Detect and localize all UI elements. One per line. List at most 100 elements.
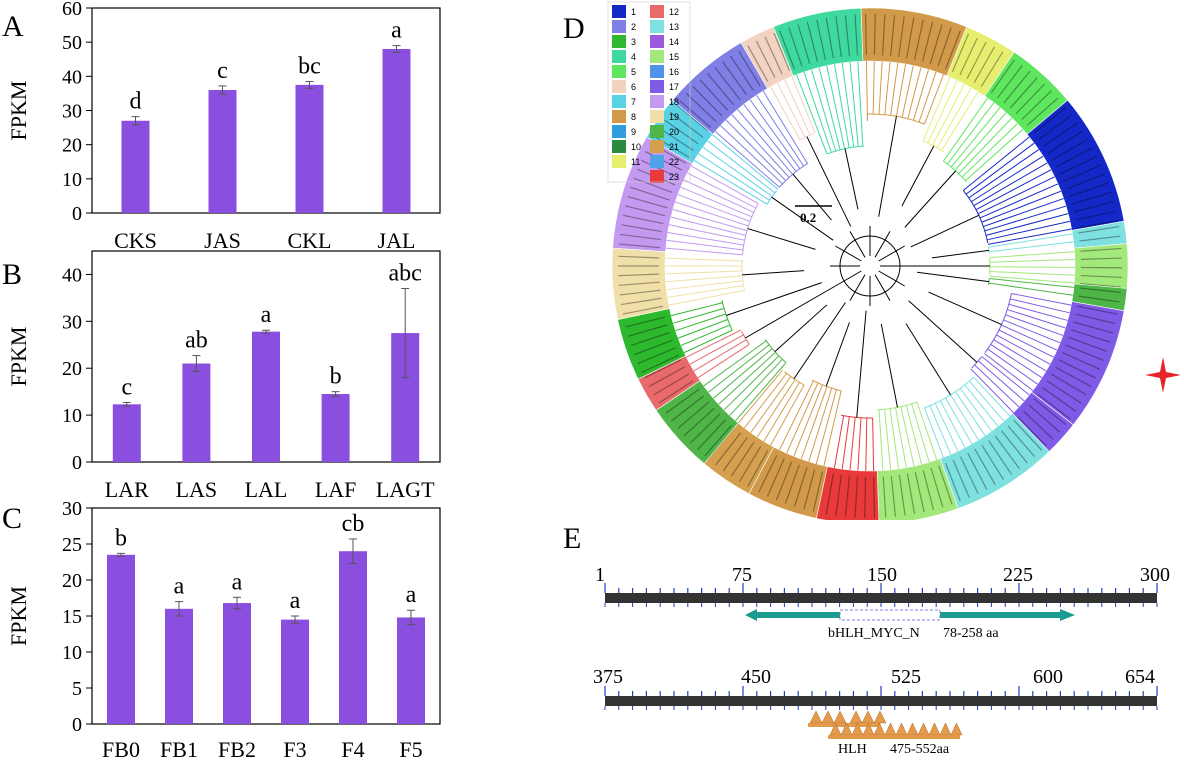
tree-branch [783, 373, 788, 378]
ruler-1-label-5: 300 [1140, 564, 1170, 586]
legend-label: 14 [669, 37, 679, 47]
bar [397, 617, 425, 724]
y-tick-label: 0 [72, 203, 82, 225]
y-tick-label: 60 [62, 0, 82, 20]
gene-label-mark [640, 159, 679, 179]
tree-branch [765, 348, 773, 355]
tree-branch [834, 147, 837, 152]
gene-label-mark [621, 224, 662, 233]
tree-branch [737, 216, 751, 222]
gene-label-mark [788, 27, 803, 67]
legend-label: 18 [669, 97, 679, 107]
tree-branch [998, 271, 1075, 276]
tree-branch [690, 165, 746, 197]
bar [165, 608, 193, 724]
tree-branch [742, 270, 805, 276]
hlh-motif-peak [939, 722, 952, 736]
tree-branch [849, 436, 854, 471]
panel-letter-a: A [2, 10, 24, 43]
gene-label-mark [784, 464, 800, 504]
tree-branch [973, 195, 991, 207]
tree-branch [991, 251, 1075, 258]
gene-label-mark [618, 255, 660, 259]
gene-label-mark [679, 100, 712, 129]
gene-label-mark [699, 79, 729, 111]
tree-branch [984, 183, 1059, 217]
tree-branch [986, 176, 1055, 211]
tree-branch [998, 342, 1047, 372]
gene-label-mark [1062, 351, 1101, 370]
ruler-2-label-4: 600 [1033, 666, 1063, 688]
legend-label: 19 [669, 112, 679, 122]
tree-branch [993, 275, 1075, 284]
hlh-motif-peak [821, 710, 835, 724]
tree-branch [939, 400, 945, 407]
gene-label-mark [671, 395, 705, 422]
tree-inner-disc [665, 61, 1075, 471]
gene-label-mark [952, 459, 970, 498]
y-tick-label: 30 [62, 101, 82, 123]
tree-branch [1025, 308, 1068, 321]
hlh-motif-peak [928, 722, 941, 736]
gene-label-mark [653, 135, 690, 158]
tree-branch [707, 140, 765, 186]
tree-branch [737, 109, 781, 161]
tree-branch [765, 344, 770, 348]
tree-branch [841, 430, 848, 470]
legend-swatch [650, 20, 664, 33]
tree-branch [987, 348, 1002, 359]
tree-branch [924, 407, 930, 421]
tree-branch [844, 148, 859, 210]
tree-arc [741, 259, 745, 291]
gene-label-mark [1068, 336, 1108, 352]
bar [112, 404, 141, 462]
tree-branch [991, 344, 1043, 379]
bar-chart-B: 0 10 20 30 40 FPKM c LAR ab LAS a LAL b LAF abc LAGT [6, 250, 441, 502]
tree-branch [886, 428, 892, 471]
tree-branch [750, 340, 767, 353]
tree-branch [791, 76, 815, 131]
significance-letter: a [406, 582, 417, 608]
tree-branch [780, 358, 783, 362]
gene-label-mark [690, 413, 721, 444]
tree-branch [718, 360, 767, 405]
tree-branch [865, 426, 868, 471]
tree-branch [680, 328, 721, 346]
legend-swatch [650, 65, 664, 78]
tree-branch [886, 61, 891, 96]
legend-swatch [650, 35, 664, 48]
hlh-motif-peak [873, 710, 887, 724]
gene-label-mark [825, 473, 834, 515]
gene-label-mark [889, 15, 896, 57]
tree-branch [993, 339, 999, 344]
tree-branch [687, 172, 740, 200]
tree-branch [697, 354, 734, 379]
domain-diagram: 1 75 150 225 300 bHLH_MYC_N 78-258 aa 37… [593, 564, 1170, 757]
gene-label-mark [930, 467, 944, 508]
tree-branch [677, 194, 739, 218]
panel-letter-d: D [563, 12, 585, 45]
tree-branch [989, 162, 1048, 197]
gene-label-mark [685, 93, 717, 122]
tree-branch [766, 175, 780, 188]
ruler-2-label-2: 450 [741, 666, 771, 688]
tree-branch [745, 196, 759, 204]
gene-label-mark [1078, 295, 1120, 303]
gene-label-mark [854, 476, 859, 518]
tree-branch [669, 224, 734, 239]
tree-branch [770, 86, 793, 126]
tree-branch [793, 302, 846, 380]
tree-branch [750, 210, 755, 213]
legend-swatch [650, 5, 664, 18]
tree-branch [878, 270, 905, 287]
y-tick-label: 0 [72, 714, 82, 736]
tree-branch [978, 391, 1005, 422]
gene-label-mark [835, 474, 842, 516]
tree-branch [976, 136, 1030, 181]
tree-branch [729, 360, 782, 416]
tree-branch [1001, 279, 1074, 288]
tree-branch [733, 339, 747, 348]
tree-branch [786, 174, 790, 178]
category-label: F3 [283, 737, 306, 761]
tree-branch [996, 283, 1073, 296]
